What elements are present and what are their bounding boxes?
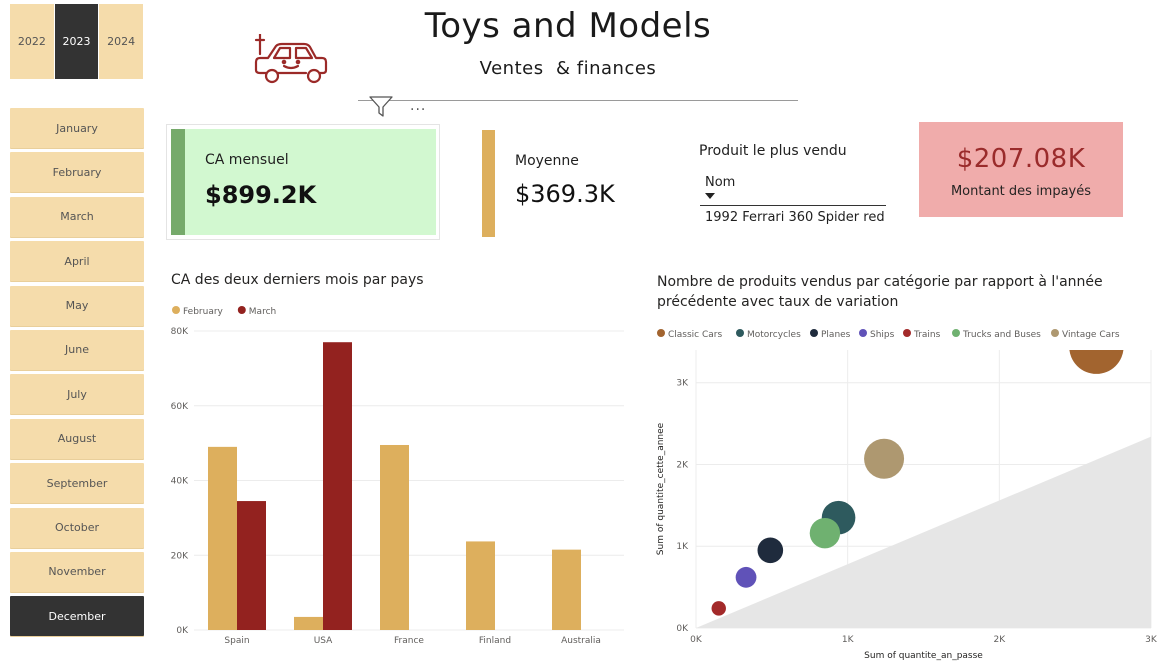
- more-options-icon[interactable]: ...: [410, 98, 427, 114]
- legend-label-ships: Ships: [870, 330, 895, 340]
- x-tick-label: USA: [314, 636, 333, 646]
- y-tick-label: 60K: [171, 402, 189, 412]
- bar-spain-february: [208, 446, 237, 630]
- bar-usa-march: [323, 342, 352, 630]
- bar-finland-february: [466, 541, 495, 630]
- month-button-march[interactable]: March: [10, 196, 144, 237]
- month-button-april[interactable]: April: [10, 241, 144, 282]
- reference-area: [696, 436, 1151, 628]
- kpi-average-value: $369.3K: [515, 180, 615, 208]
- top-product-label: Produit le plus vendu: [699, 143, 847, 159]
- kpi-unpaid-label: Montant des impayés: [950, 184, 1092, 199]
- month-button-september[interactable]: September: [10, 463, 144, 504]
- bar-australia-february: [552, 549, 581, 630]
- bubble-ships: [735, 566, 757, 588]
- bubble-vintage-cars: [864, 438, 905, 479]
- kpi-card-background: [171, 129, 436, 235]
- x-tick-label: 1K: [842, 635, 855, 645]
- month-button-december[interactable]: December: [10, 596, 144, 637]
- month-button-january[interactable]: January: [10, 108, 144, 148]
- bubble-trucks-and-buses: [809, 517, 841, 549]
- month-button-february[interactable]: February: [10, 152, 144, 193]
- kpi-card-accent: [171, 129, 185, 235]
- top-product-column-header[interactable]: Nom: [705, 175, 736, 190]
- legend-label-march: March: [249, 307, 276, 317]
- y-tick-label: 80K: [171, 327, 189, 337]
- bar-chart-title: CA des deux derniers mois par pays: [171, 272, 424, 288]
- year-slicer: 2022 2023 2024: [10, 4, 145, 79]
- month-button-may[interactable]: May: [10, 285, 144, 326]
- y-tick-label: 0K: [176, 626, 189, 636]
- month-button-october[interactable]: October: [10, 507, 144, 548]
- legend-marker-march: [237, 306, 246, 314]
- bar-france-february: [380, 444, 409, 630]
- legend-marker-trains: [903, 329, 911, 337]
- toy-car-icon: [254, 34, 328, 84]
- legend-marker-february: [172, 306, 180, 314]
- x-tick-label: France: [394, 636, 424, 646]
- page-subtitle: Ventes & finances: [479, 58, 657, 79]
- legend-label-february: February: [183, 307, 224, 317]
- legend-marker-vintage-cars: [1051, 329, 1059, 337]
- kpi-unpaid-value: $207.08K: [956, 144, 1086, 174]
- legend-label-trucks-and-buses: Trucks and Buses: [962, 330, 1041, 340]
- bar-spain-march: [237, 501, 266, 630]
- page-title: Toys and Models: [424, 6, 712, 46]
- month-slicer: January February March April May June Ju…: [10, 108, 144, 641]
- y-tick-label: 3K: [676, 379, 689, 389]
- bar-chart: February March 0K 20K 40K 60K 80K Spain USA Franc…: [171, 306, 624, 646]
- kpi-average-accent: [482, 130, 495, 237]
- x-tick-label: 3K: [1145, 635, 1158, 645]
- bubble-classic-cars: [1069, 350, 1124, 374]
- kpi-monthly-label: CA mensuel: [205, 152, 289, 168]
- bubble-planes: [757, 537, 784, 564]
- sort-arrow-icon[interactable]: [705, 193, 715, 199]
- y-tick-label: 0K: [676, 624, 689, 634]
- year-button-2022[interactable]: 2022: [10, 4, 55, 79]
- month-button-june[interactable]: June: [10, 329, 144, 370]
- year-button-2023[interactable]: 2023: [54, 4, 100, 79]
- legend-label-trains: Trains: [913, 330, 941, 340]
- x-tick-label: Finland: [479, 636, 511, 646]
- y-axis-label: Sum of quantite_cette_annee: [656, 422, 666, 555]
- kpi-card-unpaid: $207.08K Montant des impayés: [919, 122, 1123, 217]
- bubble-group: [711, 350, 1124, 616]
- bubble-trains: [711, 601, 726, 616]
- legend-marker-ships: [859, 329, 867, 337]
- y-tick-label: 1K: [676, 542, 689, 552]
- y-tick-label: 20K: [171, 551, 189, 561]
- year-button-2024[interactable]: 2024: [99, 4, 145, 79]
- kpi-average-label: Moyenne: [515, 153, 579, 169]
- x-tick-label: 0K: [690, 635, 703, 645]
- top-product-value: 1992 Ferrari 360 Spider red: [705, 210, 885, 225]
- month-button-july[interactable]: July: [10, 374, 144, 415]
- x-tick-label: 2K: [994, 635, 1007, 645]
- x-axis-label: Sum of quantite_an_passe: [864, 651, 983, 661]
- legend-label-classic-cars: Classic Cars: [668, 330, 722, 340]
- legend-marker-planes: [810, 329, 818, 337]
- title-divider: [358, 100, 798, 101]
- scatter-chart: Classic Cars Motorcycles Planes Ships Trains…: [656, 329, 1158, 661]
- y-tick-label: 2K: [676, 460, 689, 470]
- legend-marker-classic-cars: [657, 329, 665, 337]
- month-button-november[interactable]: November: [10, 551, 144, 592]
- legend-label-vintage-cars: Vintage Cars: [1062, 330, 1120, 340]
- kpi-monthly-value: $899.2K: [205, 181, 317, 209]
- legend-label-motorcycles: Motorcycles: [747, 330, 801, 340]
- month-button-august[interactable]: August: [10, 418, 144, 459]
- scatter-chart-title: Nombre de produits vendus par catégorie …: [657, 274, 1103, 310]
- x-tick-label: Australia: [561, 636, 601, 646]
- kpi-card-monthly-revenue: CA mensuel $899.2K: [166, 124, 440, 240]
- legend-label-planes: Planes: [821, 330, 851, 340]
- filter-icon[interactable]: [369, 96, 393, 118]
- top-product-divider: [700, 205, 886, 206]
- legend-marker-motorcycles: [736, 329, 744, 337]
- bar-usa-february: [294, 616, 323, 630]
- x-tick-label: Spain: [224, 636, 249, 646]
- y-tick-label: 40K: [171, 477, 189, 487]
- legend-marker-trucks-and-buses: [952, 329, 960, 337]
